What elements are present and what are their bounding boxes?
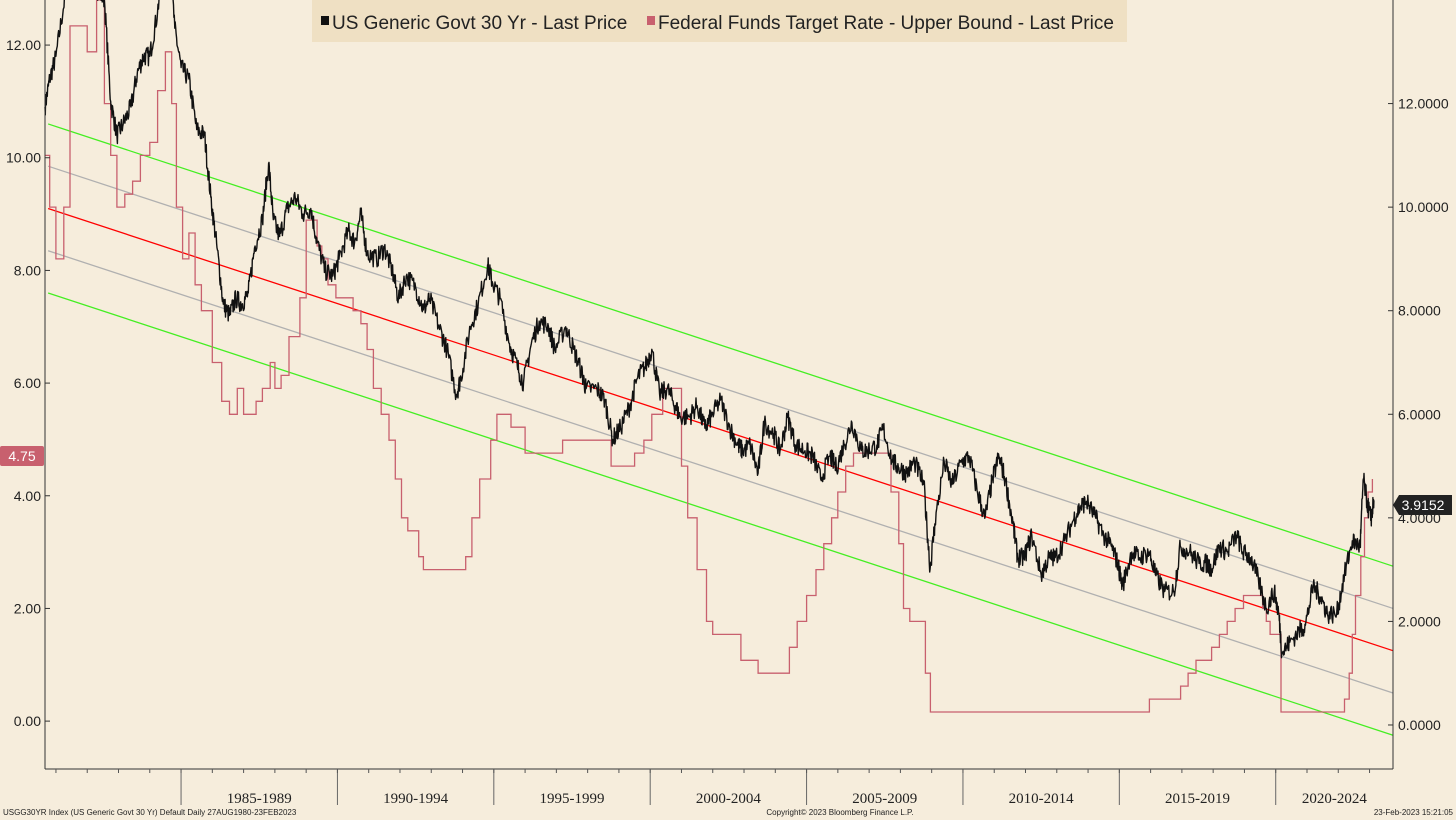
series-fed-funds-line (45, 0, 1374, 713)
series-lines (44, 0, 1375, 713)
tag-right-value: 3.9152 (1402, 497, 1445, 513)
legend-swatch-treasury (321, 16, 329, 25)
tag-right-bg (1393, 495, 1452, 515)
trend-lower-outer (47, 292, 1394, 736)
trend-center (47, 207, 1394, 652)
footer-center: Copyright© 2023 Bloomberg Finance L.P. (766, 808, 913, 817)
trend-upper-inner (47, 165, 1394, 610)
series-treasury-line (44, 0, 1375, 659)
x-tick-label: 1990-1994 (383, 791, 448, 807)
x-tick-label: 2020-2024 (1302, 791, 1367, 807)
right-tick-label: 12.0000 (1398, 96, 1449, 112)
footer-left: USGG30YR Index (US Generic Govt 30 Yr) D… (3, 808, 297, 817)
x-tick-label: 2015-2019 (1165, 791, 1230, 807)
trend-lower-inner (47, 250, 1394, 694)
trend-lines (47, 123, 1394, 736)
x-tick-label: 2010-2014 (1009, 791, 1074, 807)
right-tick-label: 2.0000 (1398, 613, 1441, 629)
left-tick-label: 2.00 (14, 600, 41, 616)
legend-label-fed-funds: Federal Funds Target Rate - Upper Bound … (658, 13, 1114, 34)
tag-left-bg (0, 446, 44, 466)
footer-right: 23-Feb-2023 15:21:05 (1374, 808, 1454, 817)
left-tick-label: 6.00 (14, 375, 41, 391)
x-tick-label: 2005-2009 (852, 791, 917, 807)
right-tick-label: 6.0000 (1398, 406, 1441, 422)
right-tick-label: 0.0000 (1398, 717, 1441, 733)
x-tick-label: 1985-1989 (227, 791, 292, 807)
legend-label-treasury: US Generic Govt 30 Yr - Last Price (332, 13, 627, 34)
last-value-tag-right: 3.9152 (1393, 495, 1452, 515)
legend-swatch-fed-funds (647, 16, 655, 25)
legend: US Generic Govt 30 Yr - Last Price Feder… (312, 0, 1127, 42)
tag-left-value: 4.75 (8, 448, 35, 464)
left-tick-label: 8.00 (14, 262, 41, 278)
last-value-tag-left: 4.75 (0, 446, 44, 466)
x-tick-label: 2000-2004 (696, 791, 761, 807)
left-tick-label: 10.00 (6, 150, 41, 166)
left-tick-label: 12.00 (6, 37, 41, 53)
left-tick-label: 4.00 (14, 488, 41, 504)
axes: 12.00 10.00 8.00 6.00 4.00 2.00 0.00 12.0000 10.… (6, 0, 1449, 807)
right-tick-label: 8.0000 (1398, 303, 1441, 319)
legend-box (312, 0, 1127, 42)
left-tick-label: 0.00 (14, 713, 41, 729)
right-tick-label: 10.0000 (1398, 199, 1449, 215)
x-tick-label: 1995-1999 (540, 791, 605, 807)
